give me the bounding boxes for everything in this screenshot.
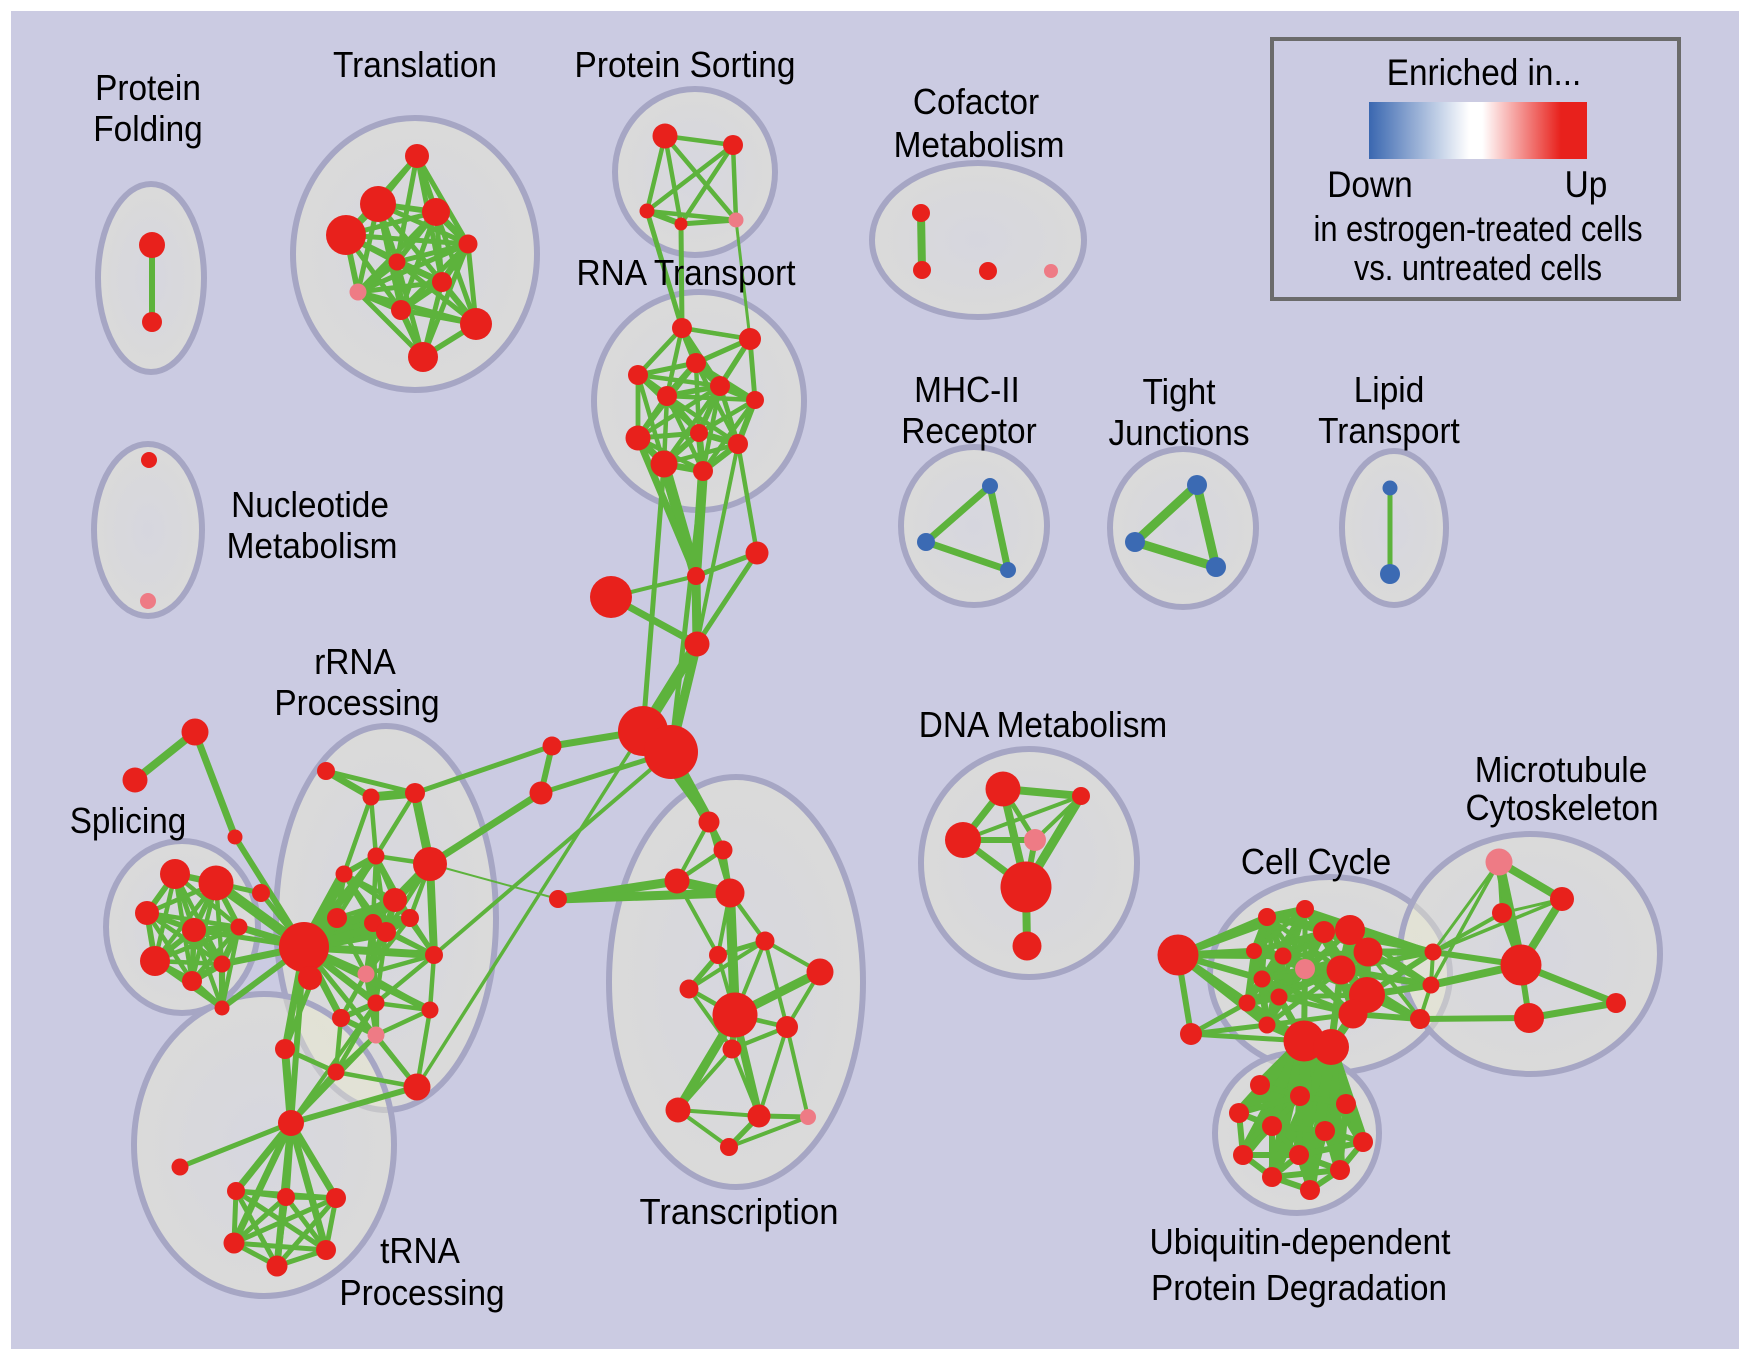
svg-text:in estrogen-treated cells: in estrogen-treated cells [1314, 208, 1643, 249]
svg-text:Tight: Tight [1143, 371, 1216, 412]
svg-text:Translation: Translation [333, 44, 497, 85]
svg-text:RNA Transport: RNA Transport [577, 252, 796, 293]
svg-text:Folding: Folding [93, 108, 203, 149]
svg-text:vs. untreated cells: vs. untreated cells [1354, 247, 1602, 288]
svg-text:Cofactor: Cofactor [913, 81, 1039, 122]
svg-text:Protein: Protein [95, 67, 201, 108]
svg-text:Transport: Transport [1318, 410, 1460, 451]
svg-text:MHC-II: MHC-II [914, 369, 1020, 410]
svg-text:Cytoskeleton: Cytoskeleton [1465, 787, 1658, 828]
svg-text:Down: Down [1327, 164, 1412, 205]
svg-text:Protein Degradation: Protein Degradation [1151, 1267, 1447, 1308]
svg-text:Processing: Processing [339, 1272, 504, 1313]
svg-text:Lipid: Lipid [1354, 369, 1425, 410]
svg-text:Processing: Processing [274, 682, 439, 723]
svg-text:Protein Sorting: Protein Sorting [575, 44, 796, 85]
svg-text:Up: Up [1565, 164, 1608, 205]
svg-text:Metabolism: Metabolism [227, 525, 398, 566]
svg-text:Receptor: Receptor [901, 410, 1037, 451]
svg-text:Ubiquitin-dependent: Ubiquitin-dependent [1150, 1221, 1451, 1262]
svg-text:Splicing: Splicing [70, 800, 187, 841]
svg-text:Junctions: Junctions [1108, 412, 1249, 453]
svg-text:Metabolism: Metabolism [894, 124, 1065, 165]
svg-text:tRNA: tRNA [380, 1230, 460, 1271]
svg-text:Microtubule: Microtubule [1475, 749, 1648, 790]
svg-text:Enriched in...: Enriched in... [1387, 52, 1582, 93]
svg-text:Cell Cycle: Cell Cycle [1241, 841, 1391, 882]
svg-text:rRNA: rRNA [314, 641, 396, 682]
svg-text:Transcription: Transcription [640, 1191, 839, 1232]
svg-text:DNA Metabolism: DNA Metabolism [919, 704, 1167, 745]
svg-text:Nucleotide: Nucleotide [231, 484, 389, 525]
